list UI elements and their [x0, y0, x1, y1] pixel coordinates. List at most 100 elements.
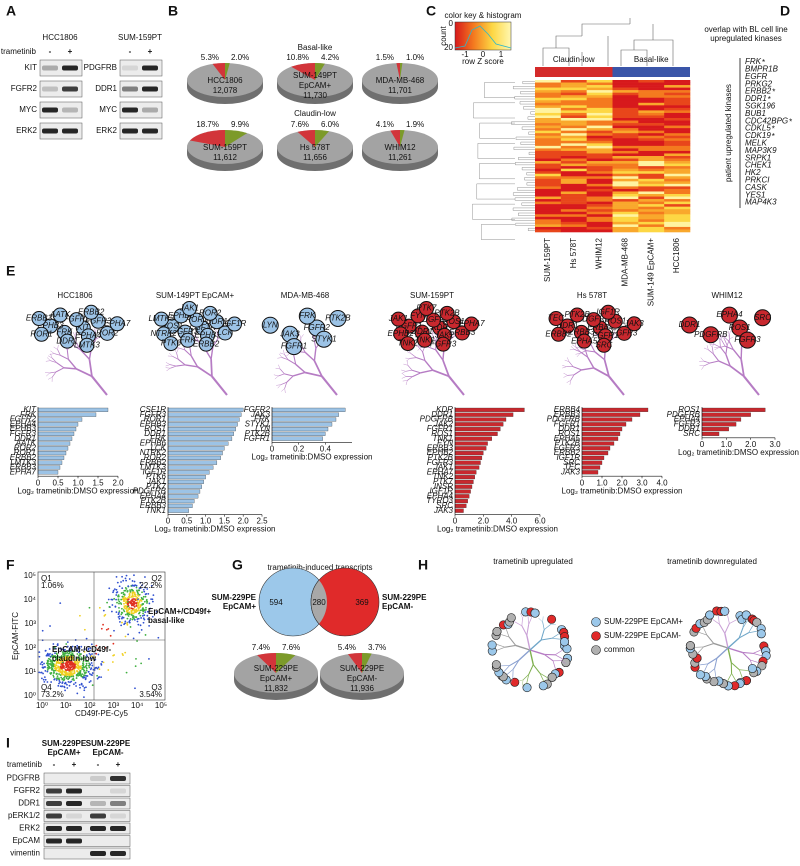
- gene-label: ROR1: [14, 448, 36, 457]
- heatmap-cell: [664, 221, 691, 225]
- blot-band: [62, 65, 78, 71]
- bar: [167, 479, 204, 484]
- cytometry-event: [145, 598, 148, 601]
- cytometry-event: [45, 662, 48, 665]
- chart-title: MDA-MB-468: [281, 291, 330, 300]
- cytometry-event: [142, 610, 145, 613]
- gene-label: SRC: [563, 458, 580, 467]
- cytometry-event: [61, 669, 64, 671]
- key-x-label: row Z score: [462, 57, 504, 66]
- heatmap-cell: [612, 166, 639, 169]
- cytometry-event: [121, 598, 124, 601]
- treatment-sign: +: [68, 47, 73, 56]
- kinase-node: [720, 606, 730, 616]
- x-tick-label: 2.0: [112, 478, 124, 487]
- tree-branch: [707, 657, 718, 665]
- cytometry-event: [69, 649, 72, 652]
- gene-label: EPHB3: [140, 419, 167, 428]
- bar: [37, 451, 67, 456]
- heatmap-cell: [535, 112, 562, 116]
- heatmap-cell: [612, 128, 639, 131]
- tree-branch: [716, 647, 729, 659]
- quadrant-value: 3.54%: [139, 690, 162, 699]
- heatmap-cell: [638, 120, 665, 124]
- cytometry-event: [135, 616, 138, 618]
- heatmap-cell: [535, 115, 562, 119]
- cytometry-event: [105, 628, 108, 631]
- key-histogram: [454, 25, 512, 49]
- gene-node: [153, 311, 169, 327]
- heatmap-cell: [664, 226, 691, 230]
- dendrogram: [526, 172, 535, 176]
- cytometry-event: [83, 676, 85, 679]
- cytometry-event: [101, 660, 104, 663]
- tree-branch: [409, 357, 417, 359]
- overlap-mark: *: [772, 125, 775, 134]
- gene-node-label: FGFR3: [734, 335, 761, 344]
- kinase-name: CDK19: [745, 131, 771, 140]
- dendrogram: [527, 116, 535, 120]
- cytometry-event: [70, 663, 73, 665]
- cytometry-event: [63, 685, 65, 688]
- cytometry-event: [129, 626, 132, 628]
- cytometry-event: [144, 586, 147, 589]
- gene-node-label: FGFR1: [281, 342, 307, 351]
- heatmap-cell: [638, 85, 665, 88]
- heatmap-cell: [535, 135, 562, 139]
- gene-label: ROS1: [144, 424, 166, 433]
- tree-branch: [403, 363, 408, 366]
- tree-branch: [703, 362, 711, 367]
- heatmap-cell: [664, 166, 691, 169]
- tree-branch: [197, 366, 213, 378]
- gene-node: [435, 336, 451, 352]
- bar: [701, 422, 737, 427]
- cytometry-event: [120, 592, 123, 594]
- heatmap-cell: [560, 133, 587, 137]
- protein-label: MYC: [19, 105, 37, 114]
- blot-band: [122, 107, 138, 113]
- x-tick-label: 1.0: [200, 517, 212, 526]
- heatmap-cell: [612, 226, 639, 230]
- heatmap-cell: [612, 112, 639, 116]
- cytometry-event: [72, 658, 75, 661]
- gene-node-label: EPHB2: [388, 329, 415, 338]
- blot-frame: [119, 122, 163, 140]
- cytometry-event: [52, 665, 55, 668]
- heatmap-cell: [586, 92, 613, 96]
- tree-branch: [743, 375, 760, 396]
- heatmap-cell: [664, 178, 691, 182]
- tree-branch: [313, 348, 317, 361]
- cytometry-event: [91, 672, 94, 674]
- heatmap-cell: [664, 82, 691, 86]
- bar: [271, 417, 337, 422]
- column-label: SUM-149 EpCAM+: [646, 238, 655, 307]
- cytometry-event: [138, 612, 140, 615]
- tree-branch: [727, 615, 730, 624]
- heatmap-cell: [664, 181, 691, 185]
- pie-total: 11,730: [303, 91, 327, 100]
- cytometry-event: [55, 668, 57, 671]
- tree-branch: [539, 672, 547, 678]
- bar: [581, 436, 619, 441]
- heatmap-cell: [612, 199, 639, 202]
- heatmap-cell: [612, 186, 639, 190]
- cytometry-event: [58, 656, 61, 658]
- gene-label: IGF1R: [429, 487, 453, 496]
- kinase-name: MELK: [745, 139, 767, 148]
- heatmap-cell: [664, 194, 691, 197]
- group-bar: [535, 67, 613, 77]
- cytometry-event: [127, 603, 129, 606]
- dendrogram: [528, 152, 535, 155]
- tree-branch: [543, 624, 551, 630]
- tree-branch: [714, 344, 721, 348]
- bar: [167, 460, 218, 465]
- gene-label: EPHA7: [427, 467, 454, 476]
- blot-band: [42, 86, 58, 92]
- heatmap-cell: [664, 171, 691, 175]
- tree-branch: [727, 647, 732, 663]
- gene-node-label: FGFR3: [172, 327, 199, 336]
- tree-branch: [542, 616, 544, 623]
- cytometry-event: [134, 599, 137, 602]
- tree-branch: [402, 380, 408, 382]
- cytometry-event: [130, 611, 133, 613]
